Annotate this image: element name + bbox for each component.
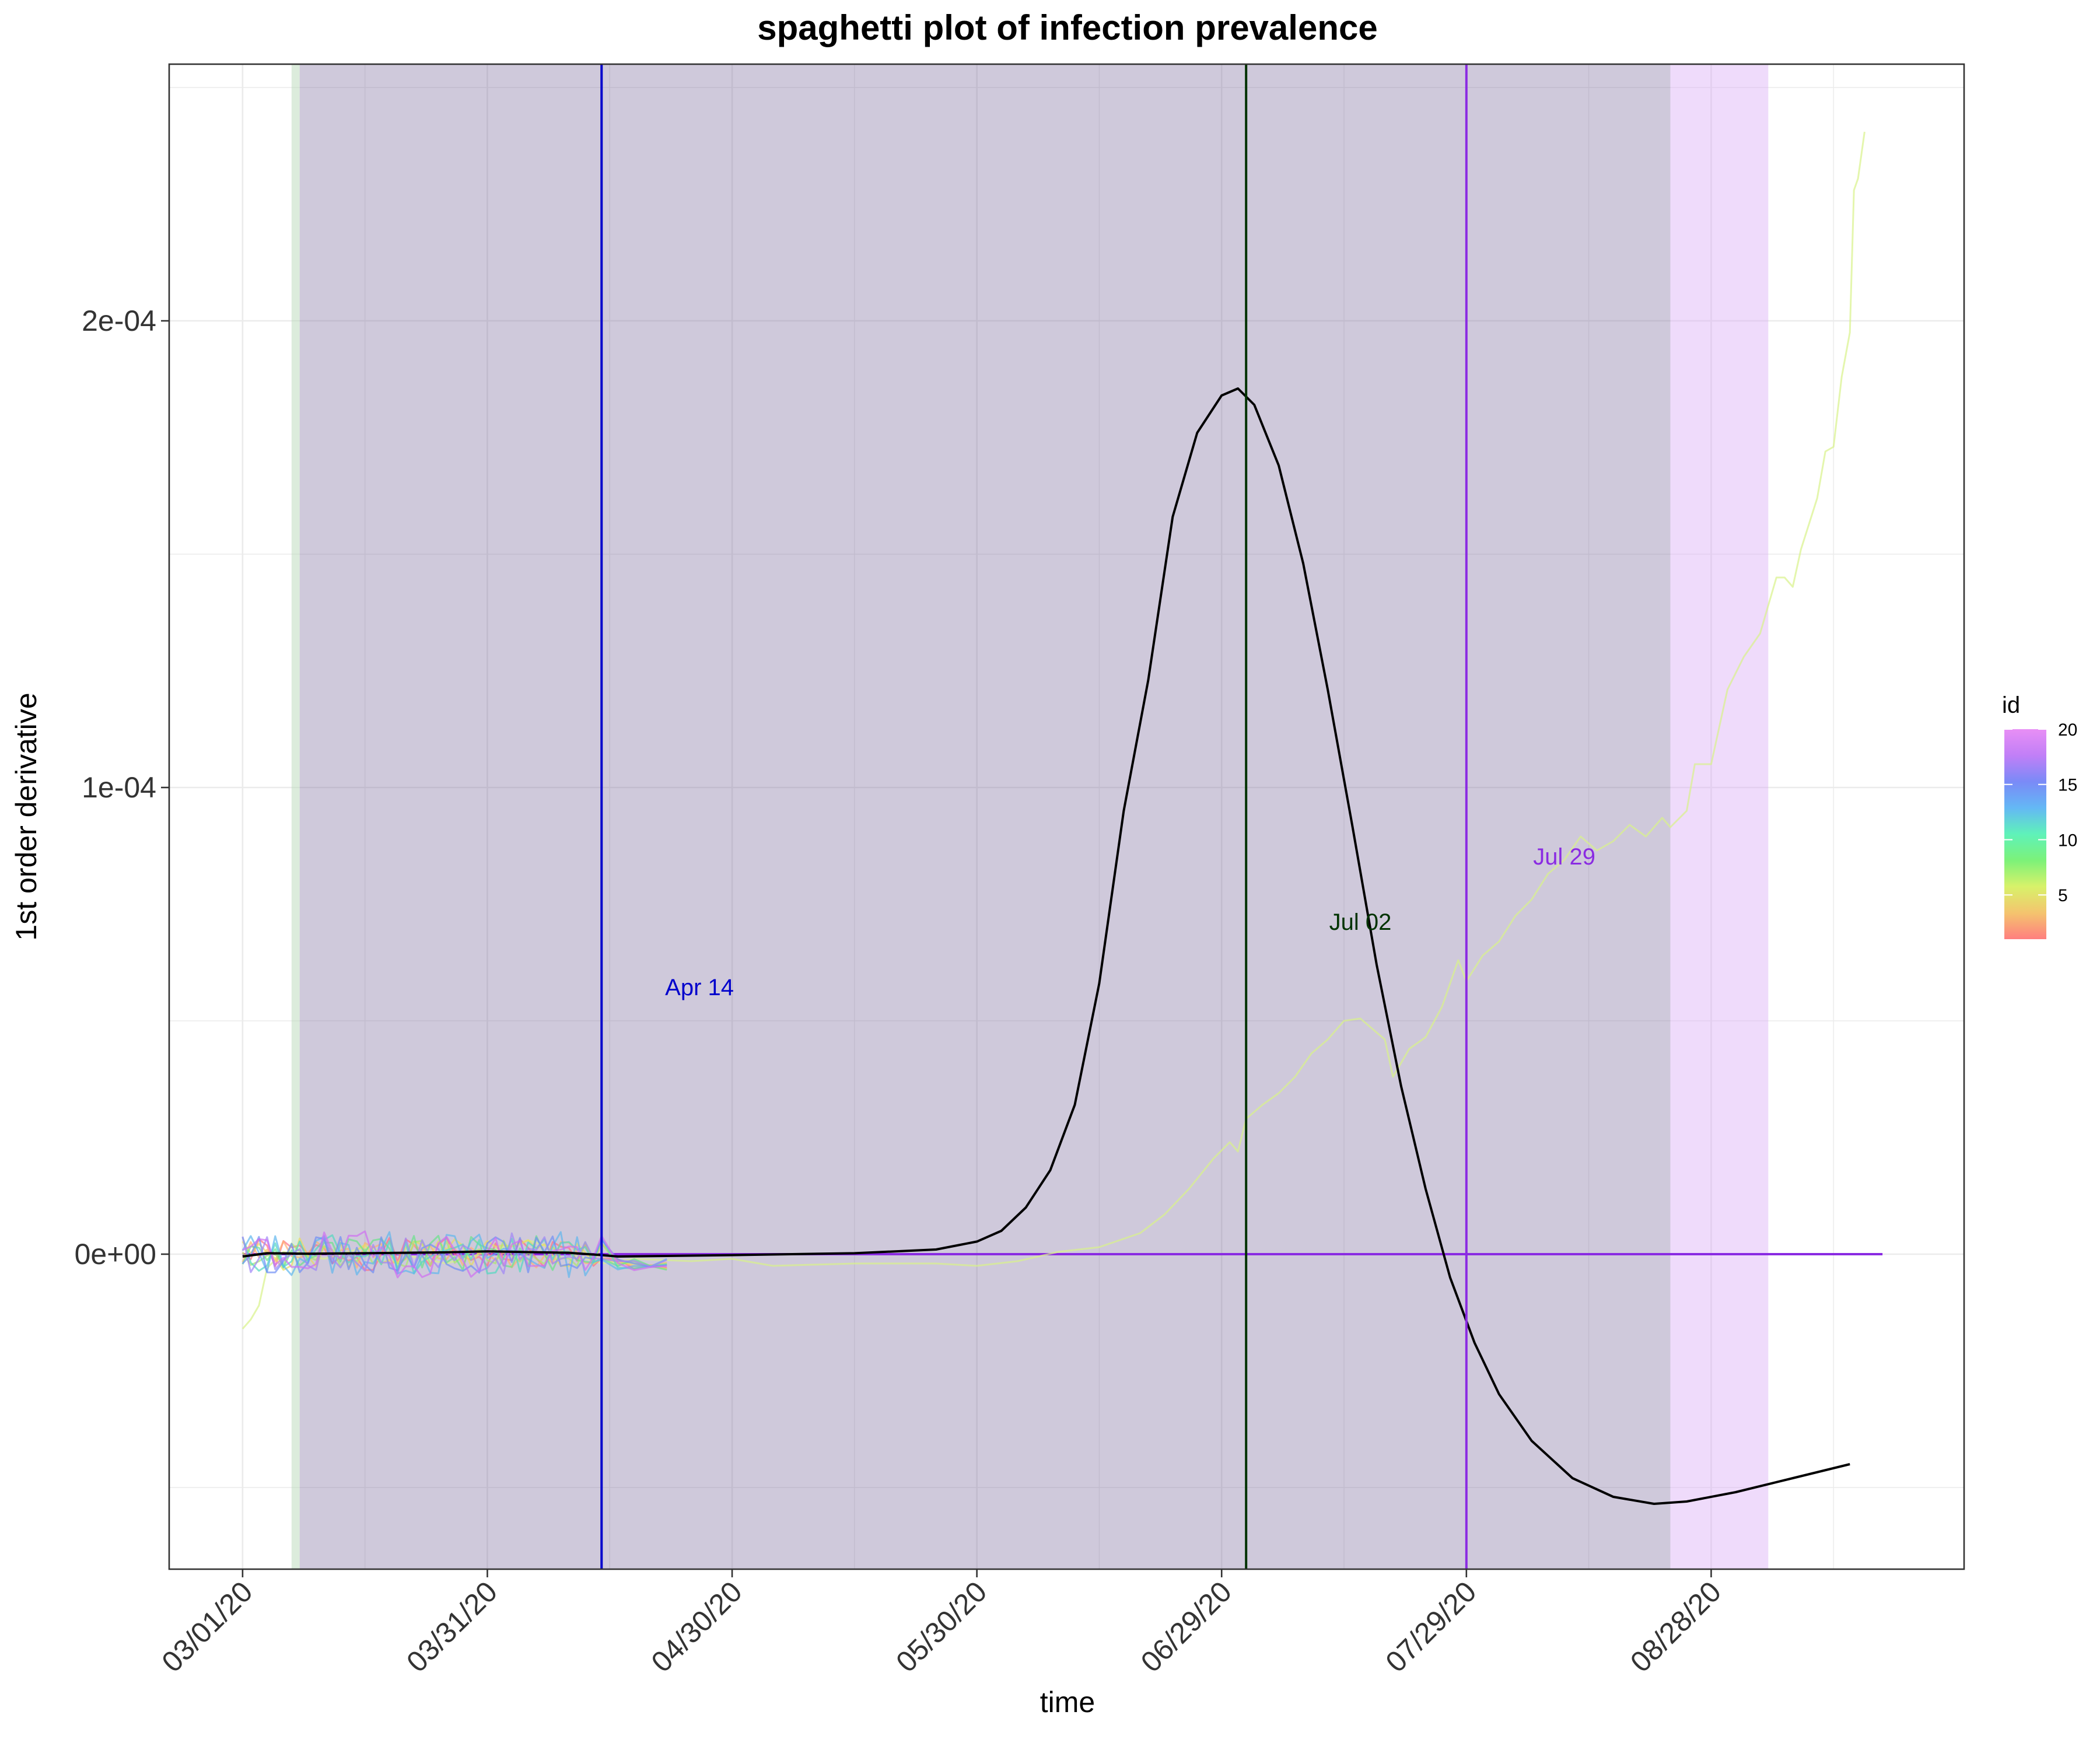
shaded-band-3: [1670, 64, 1769, 1569]
panel-background: [169, 64, 1964, 1569]
series-line-id-15: [242, 1236, 667, 1274]
vline-label-3: Jul 29: [1533, 844, 1595, 870]
legend-tick-label: 20: [2058, 720, 2077, 740]
panel-border: [168, 63, 1965, 1570]
legend-title: id: [2002, 692, 2020, 718]
x-axis-title: time: [1040, 1686, 1095, 1718]
legend: id 5 10 15 20: [2002, 692, 2077, 939]
series-line-id-7: [242, 1240, 667, 1268]
series-line-id-19: [242, 1230, 667, 1279]
legend-tick-label: 15: [2058, 776, 2077, 795]
legend-tick-label: 5: [2058, 886, 2068, 905]
series-line-id-17: [242, 1232, 667, 1275]
shaded-band-2: [299, 64, 1671, 1569]
legend-tick-label: 10: [2058, 831, 2077, 850]
legend-colorbar: [2004, 729, 2046, 939]
vline-label-1: Apr 14: [665, 975, 734, 1000]
y-axis-title: 1st order derivative: [10, 692, 43, 940]
y-tick-label: 2e-04: [82, 304, 156, 337]
vline-label-2: Jul 02: [1329, 909, 1392, 935]
chart-title: spaghetti plot of infection prevalence: [757, 8, 1377, 47]
series-line-id-4: [242, 131, 1866, 1329]
shaded-band-1: [291, 64, 300, 1569]
y-tick-label: 1e-04: [82, 771, 156, 804]
y-tick-label: 0e+00: [75, 1238, 156, 1270]
